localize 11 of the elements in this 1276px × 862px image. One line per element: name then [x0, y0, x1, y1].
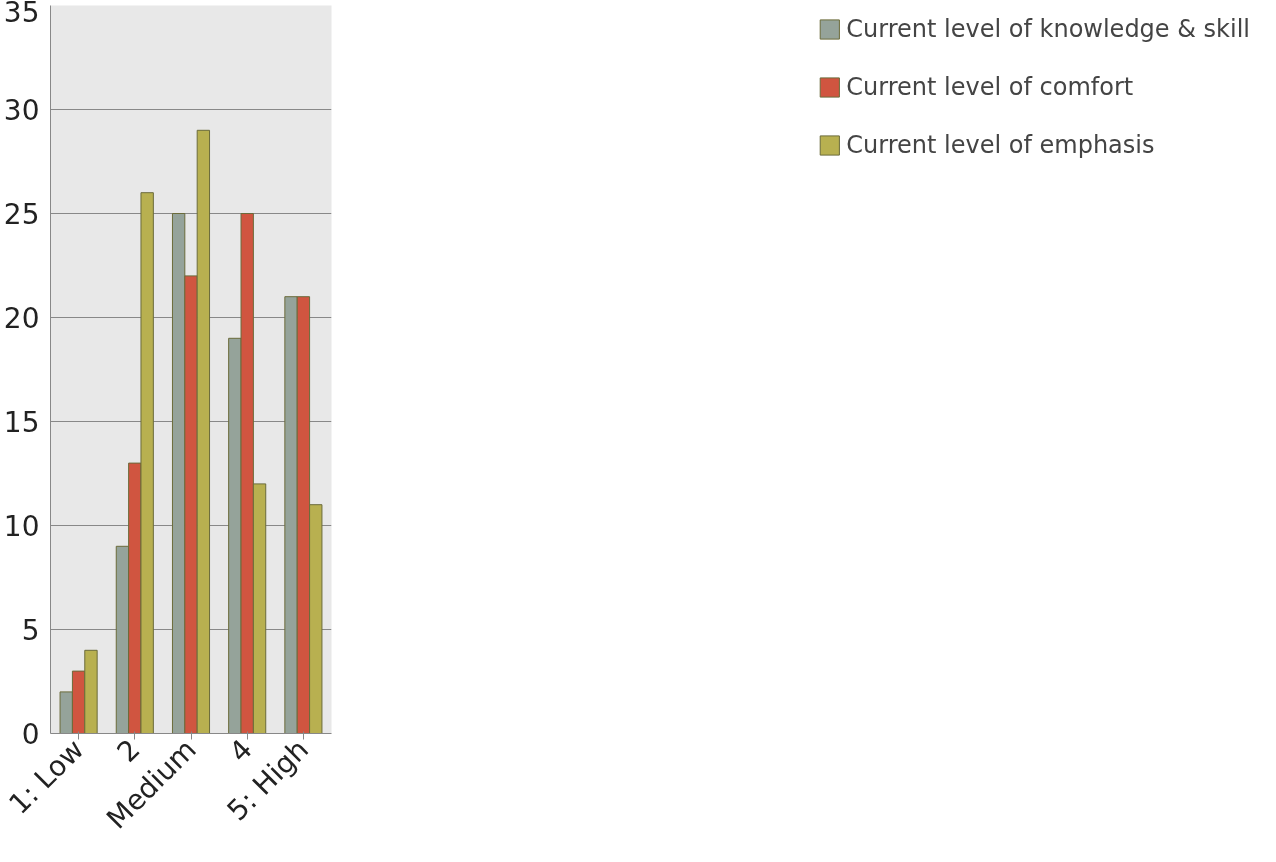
y-tick-label: 5 — [21, 614, 40, 647]
y-tick-label: 25 — [3, 198, 40, 231]
y-tick-label: 30 — [3, 94, 40, 127]
legend-label: Current level of knowledge & skill — [846, 15, 1250, 43]
y-tick-label: 15 — [3, 406, 40, 439]
y-tick-label: 10 — [3, 510, 40, 543]
y-tick-label: 20 — [3, 302, 40, 335]
y-tick-label: 35 — [3, 0, 40, 29]
legend-label: Current level of comfort — [846, 73, 1134, 101]
legend-label: Current level of emphasis — [846, 131, 1155, 159]
x-tick-label: 4 — [222, 732, 259, 769]
